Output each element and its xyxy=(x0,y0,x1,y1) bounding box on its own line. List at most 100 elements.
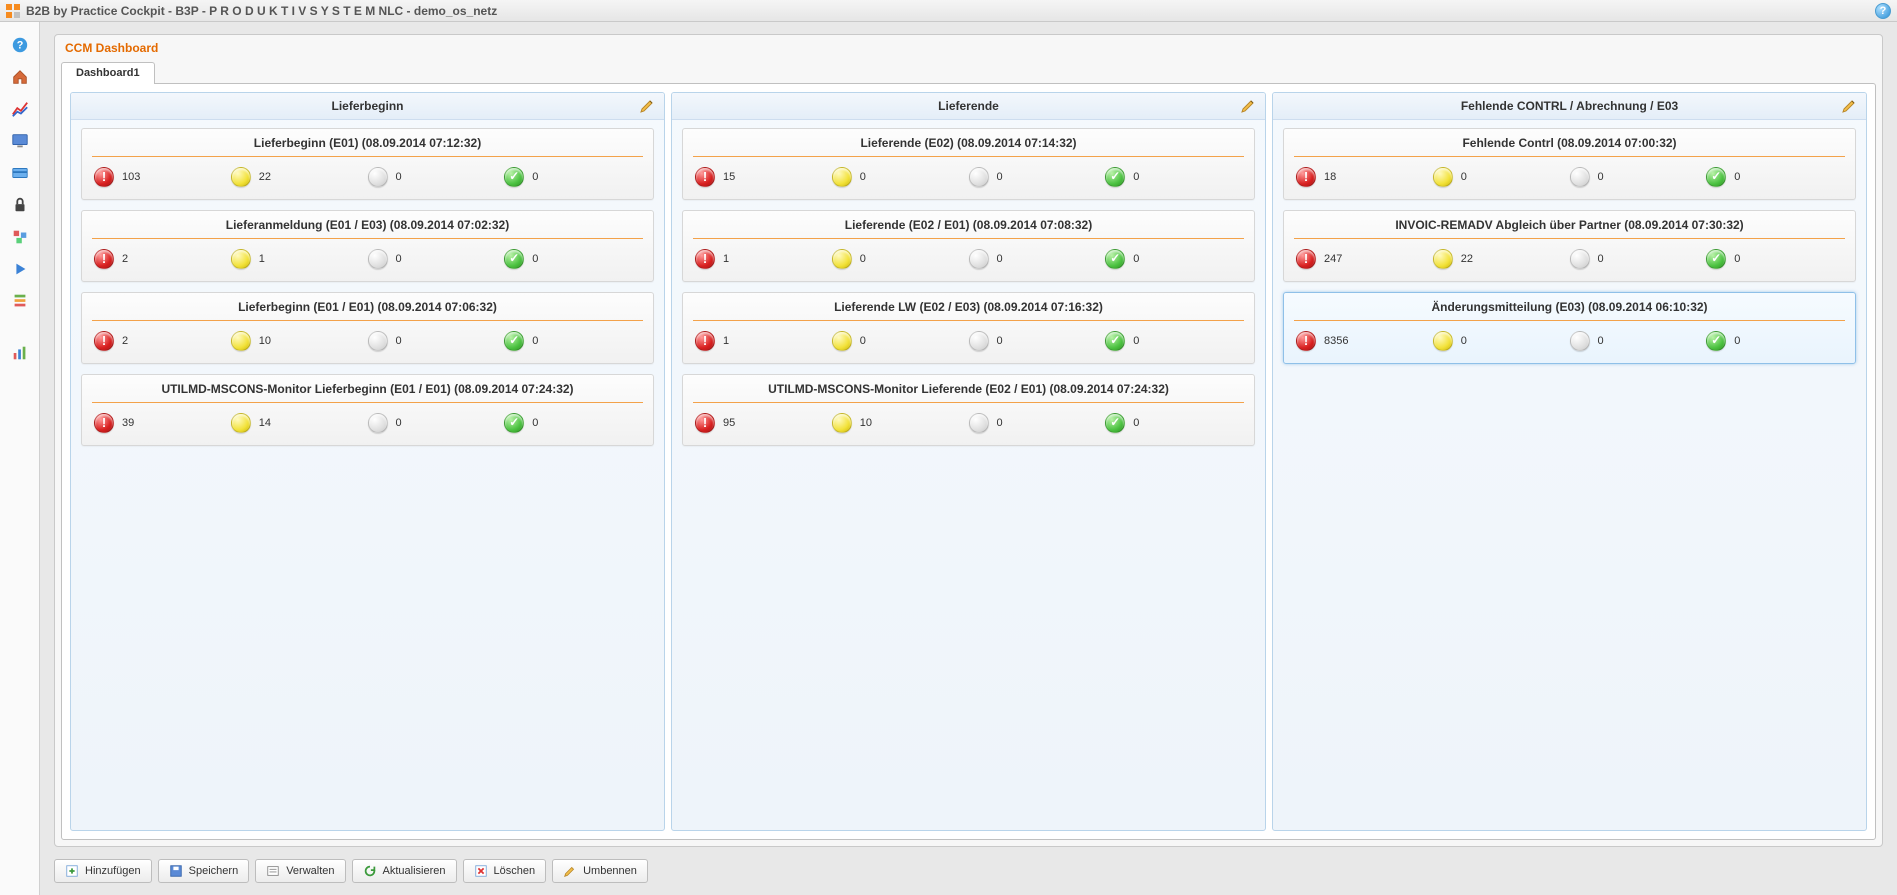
green-light-icon xyxy=(504,331,524,351)
status-green[interactable]: 0 xyxy=(1706,249,1843,269)
status-gray[interactable]: 0 xyxy=(969,413,1106,433)
add-button[interactable]: Hinzufügen xyxy=(54,859,152,883)
status-gray[interactable]: 0 xyxy=(1570,249,1707,269)
status-red[interactable]: 95 xyxy=(695,413,832,433)
status-yellow[interactable]: 10 xyxy=(832,413,969,433)
status-value: 0 xyxy=(860,171,866,183)
nav-home-icon[interactable] xyxy=(10,68,30,86)
edit-column-icon[interactable] xyxy=(1842,97,1858,116)
status-gray[interactable]: 0 xyxy=(368,331,505,351)
nav-help-icon[interactable]: ? xyxy=(10,36,30,54)
status-yellow[interactable]: 14 xyxy=(231,413,368,433)
nav-stack-icon[interactable] xyxy=(10,292,30,310)
nav-card-icon[interactable] xyxy=(10,164,30,182)
status-gray[interactable]: 0 xyxy=(969,249,1106,269)
nav-chart-icon[interactable] xyxy=(10,100,30,118)
green-light-icon xyxy=(1105,413,1125,433)
status-yellow[interactable]: 10 xyxy=(231,331,368,351)
column-title: Lieferbeginn xyxy=(331,99,403,113)
status-yellow[interactable]: 0 xyxy=(832,331,969,351)
status-card[interactable]: Lieferanmeldung (E01 / E03) (08.09.2014 … xyxy=(81,210,654,282)
status-gray[interactable]: 0 xyxy=(969,331,1106,351)
gray-light-icon xyxy=(969,413,989,433)
status-red[interactable]: 18 xyxy=(1296,167,1433,187)
manage-button[interactable]: Verwalten xyxy=(255,859,345,883)
status-green[interactable]: 0 xyxy=(1706,167,1843,187)
status-green[interactable]: 0 xyxy=(504,167,641,187)
tab-dashboard1[interactable]: Dashboard1 xyxy=(61,62,155,84)
status-value: 8356 xyxy=(1324,335,1348,347)
status-row: 391400 xyxy=(82,403,653,445)
nav-monitor-icon[interactable] xyxy=(10,132,30,150)
status-gray[interactable]: 0 xyxy=(368,167,505,187)
status-yellow[interactable]: 0 xyxy=(1433,331,1570,351)
column-header: Lieferende xyxy=(672,93,1265,120)
yellow-light-icon xyxy=(832,331,852,351)
status-value: 0 xyxy=(532,417,538,429)
status-green[interactable]: 0 xyxy=(1105,331,1242,351)
status-card[interactable]: Änderungsmitteilung (E03) (08.09.2014 06… xyxy=(1283,292,1856,364)
status-yellow[interactable]: 22 xyxy=(231,167,368,187)
status-red[interactable]: 2 xyxy=(94,249,231,269)
status-yellow[interactable]: 0 xyxy=(832,167,969,187)
status-red[interactable]: 247 xyxy=(1296,249,1433,269)
status-card[interactable]: UTILMD-MSCONS-Monitor Lieferende (E02 / … xyxy=(682,374,1255,446)
status-green[interactable]: 0 xyxy=(1706,331,1843,351)
status-gray[interactable]: 0 xyxy=(368,413,505,433)
edit-column-icon[interactable] xyxy=(1241,97,1257,116)
status-yellow[interactable]: 0 xyxy=(1433,167,1570,187)
status-green[interactable]: 0 xyxy=(504,413,641,433)
status-card[interactable]: INVOIC-REMADV Abgleich über Partner (08.… xyxy=(1283,210,1856,282)
status-gray[interactable]: 0 xyxy=(1570,167,1707,187)
status-gray[interactable]: 0 xyxy=(1570,331,1707,351)
refresh-button[interactable]: Aktualisieren xyxy=(352,859,457,883)
status-green[interactable]: 0 xyxy=(504,249,641,269)
status-red[interactable]: 1 xyxy=(695,249,832,269)
card-title: Fehlende Contrl (08.09.2014 07:00:32) xyxy=(1294,129,1845,157)
rename-button[interactable]: Umbennen xyxy=(552,859,648,883)
status-row: 1032200 xyxy=(82,157,653,199)
status-card[interactable]: Fehlende Contrl (08.09.2014 07:00:32)180… xyxy=(1283,128,1856,200)
add-label: Hinzufügen xyxy=(85,865,141,877)
status-green[interactable]: 0 xyxy=(504,331,641,351)
card-title: Änderungsmitteilung (E03) (08.09.2014 06… xyxy=(1294,293,1845,321)
status-card[interactable]: Lieferende (E02) (08.09.2014 07:14:32)15… xyxy=(682,128,1255,200)
green-light-icon xyxy=(1706,331,1726,351)
status-red[interactable]: 103 xyxy=(94,167,231,187)
nav-cubes-icon[interactable] xyxy=(10,228,30,246)
help-icon[interactable]: ? xyxy=(1875,3,1891,19)
status-card[interactable]: Lieferende (E02 / E01) (08.09.2014 07:08… xyxy=(682,210,1255,282)
status-value: 0 xyxy=(396,335,402,347)
status-yellow[interactable]: 22 xyxy=(1433,249,1570,269)
status-green[interactable]: 0 xyxy=(1105,167,1242,187)
status-card[interactable]: Lieferbeginn (E01) (08.09.2014 07:12:32)… xyxy=(81,128,654,200)
status-value: 0 xyxy=(532,335,538,347)
nav-bars-icon[interactable] xyxy=(10,344,30,362)
status-value: 95 xyxy=(723,417,735,429)
nav-play-icon[interactable] xyxy=(10,260,30,278)
delete-button[interactable]: Löschen xyxy=(463,859,547,883)
status-row: 951000 xyxy=(683,403,1254,445)
status-gray[interactable]: 0 xyxy=(969,167,1106,187)
red-light-icon xyxy=(695,331,715,351)
edit-column-icon[interactable] xyxy=(640,97,656,116)
status-red[interactable]: 15 xyxy=(695,167,832,187)
nav-lock-icon[interactable] xyxy=(10,196,30,214)
status-red[interactable]: 39 xyxy=(94,413,231,433)
status-yellow[interactable]: 1 xyxy=(231,249,368,269)
status-card[interactable]: Lieferende LW (E02 / E03) (08.09.2014 07… xyxy=(682,292,1255,364)
save-button[interactable]: Speichern xyxy=(158,859,250,883)
status-value: 0 xyxy=(1734,171,1740,183)
status-green[interactable]: 0 xyxy=(1105,249,1242,269)
status-card[interactable]: UTILMD-MSCONS-Monitor Lieferbeginn (E01 … xyxy=(81,374,654,446)
status-card[interactable]: Lieferbeginn (E01 / E01) (08.09.2014 07:… xyxy=(81,292,654,364)
status-green[interactable]: 0 xyxy=(1105,413,1242,433)
green-light-icon xyxy=(1105,249,1125,269)
green-light-icon xyxy=(1706,249,1726,269)
gray-light-icon xyxy=(368,413,388,433)
status-gray[interactable]: 0 xyxy=(368,249,505,269)
status-red[interactable]: 2 xyxy=(94,331,231,351)
status-red[interactable]: 1 xyxy=(695,331,832,351)
status-yellow[interactable]: 0 xyxy=(832,249,969,269)
status-red[interactable]: 8356 xyxy=(1296,331,1433,351)
